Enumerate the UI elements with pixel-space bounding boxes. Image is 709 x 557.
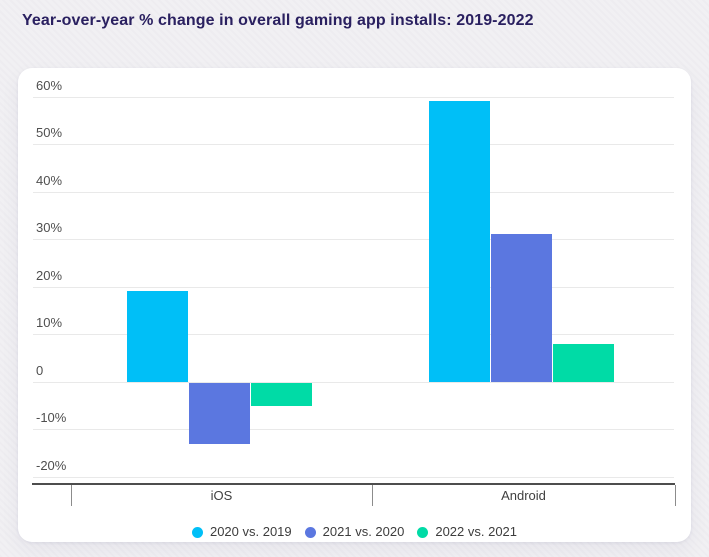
y-tick-label-30: 30% <box>36 220 63 235</box>
x-axis-line <box>32 482 675 485</box>
legend-item-2022-vs-2021[interactable]: 2022 vs. 2021 <box>417 524 517 540</box>
legend-item-label: 2020 vs. 2019 <box>209 524 292 539</box>
y-tick-label-0: 0 <box>36 362 44 378</box>
y-tick-label-10: 10% <box>36 315 63 330</box>
legend-item-label: 2022 vs. 2021 <box>435 524 518 539</box>
legend-dot-icon <box>304 526 316 538</box>
plot-area: 60% 50% 40% 30% 20% 10% 0 -10% -20% iOS Android <box>18 68 691 542</box>
gridline-50 <box>33 144 674 145</box>
bar-ios-2022-vs-2021[interactable] <box>251 382 312 407</box>
gridline-20 <box>33 286 674 288</box>
y-tick-label-20: 20% <box>36 267 63 283</box>
legend: 2020 vs. 2019 2021 vs. 2020 2022 vs. 2021 <box>18 524 691 540</box>
gridline-20 <box>33 476 674 478</box>
gridline-0 <box>33 381 674 383</box>
y-tick-label-40: 40% <box>36 172 63 188</box>
legend-item-2021-vs-2020[interactable]: 2021 vs. 2020 <box>304 524 405 540</box>
legend-dot-icon <box>417 526 429 538</box>
gridline-60 <box>33 96 674 98</box>
x-axis-tick-0 <box>71 484 72 506</box>
x-category-label-ios: iOS <box>210 487 233 503</box>
bar-android-2022-vs-2021[interactable] <box>553 343 614 382</box>
chart-title: Year-over-year % change in overall gamin… <box>22 12 534 29</box>
legend-item-label: 2021 vs. 2020 <box>322 524 405 539</box>
x-category-label-android: Android <box>501 487 546 503</box>
bar-ios-2021-vs-2020[interactable] <box>189 382 250 445</box>
x-axis-tick-2 <box>675 484 676 506</box>
x-axis-tick-1 <box>372 484 373 506</box>
gridline-10 <box>33 429 674 430</box>
y-tick-label-20: -20% <box>36 457 67 473</box>
bar-ios-2020-vs-2019[interactable] <box>127 291 188 382</box>
gridline-10 <box>33 334 674 335</box>
gridline-40 <box>33 191 674 193</box>
y-tick-label-50: 50% <box>36 125 63 140</box>
y-tick-label-10: -10% <box>36 410 67 425</box>
bar-android-2021-vs-2020[interactable] <box>491 234 552 382</box>
legend-dot-icon <box>191 526 203 538</box>
chart-card: 60% 50% 40% 30% 20% 10% 0 -10% -20% iOS Android 20… <box>18 68 691 542</box>
bar-android-2020-vs-2019[interactable] <box>429 101 490 382</box>
y-tick-label-60: 60% <box>36 77 63 93</box>
legend-item-2020-vs-2019[interactable]: 2020 vs. 2019 <box>191 524 292 540</box>
gridline-30 <box>33 239 674 240</box>
